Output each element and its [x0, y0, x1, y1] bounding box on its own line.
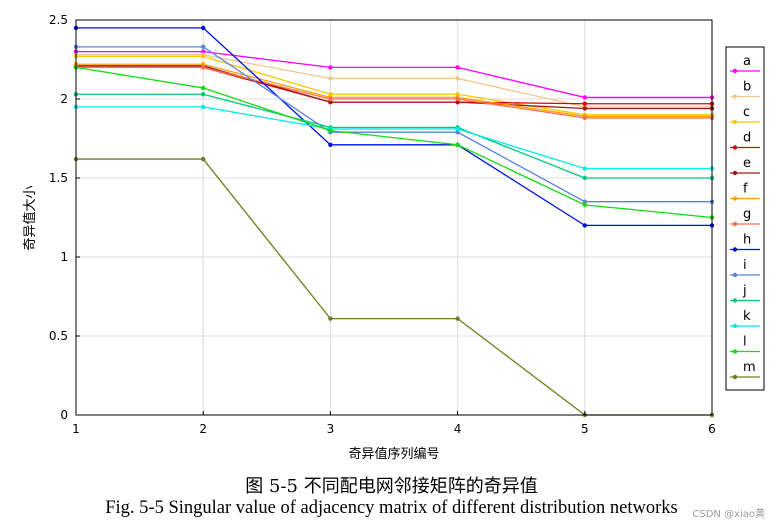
legend-marker-g: [732, 221, 738, 227]
figure-caption-english: Fig. 5-5 Singular value of adjacency mat…: [105, 498, 678, 518]
series-line-a: [76, 50, 712, 99]
figure-caption-chinese: 图 5-5 不同配电网邻接矩阵的奇异值: [245, 476, 538, 497]
x-tick-label: 2: [199, 422, 207, 436]
x-tick-label: 1: [72, 422, 80, 436]
legend-label-e: e: [743, 156, 751, 171]
data-point-g: [582, 115, 587, 121]
data-point-k: [201, 104, 206, 110]
chart: 1 2 3 4 5 6 0 0.5 1 1.5 2 2.5 奇异值序列编号 奇异值大小 abcdefg…: [22, 13, 765, 462]
data-point-e: [328, 99, 333, 105]
watermark: CSDN @xiao黄: [692, 509, 765, 520]
data-point-a: [328, 65, 333, 70]
legend-marker-j: [732, 298, 738, 303]
legend-label-h: h: [743, 233, 751, 248]
data-point-h: [328, 142, 333, 148]
data-point-b: [328, 76, 333, 81]
series-line-i: [76, 46, 712, 203]
y-tick-label: 2.5: [49, 13, 68, 27]
legend-label-f: f: [743, 182, 748, 197]
legend-label-c: c: [743, 105, 750, 120]
data-point-m: [455, 316, 460, 321]
data-point-a: [201, 49, 206, 54]
data-point-j: [201, 92, 206, 97]
x-tick-label: 6: [708, 422, 716, 436]
series-line-e: [76, 65, 712, 110]
data-point-i: [582, 199, 587, 204]
data-point-l: [455, 142, 460, 148]
series-line-c: [76, 55, 712, 116]
data-point-b: [455, 76, 460, 81]
legend-label-g: g: [743, 207, 751, 222]
legend-marker-c: [732, 119, 738, 125]
data-point-l: [328, 128, 333, 133]
y-tick-label: 2: [60, 92, 68, 106]
data-point-g: [328, 96, 333, 102]
y-tick-label: 0.5: [49, 329, 68, 343]
legend-label-m: m: [743, 360, 756, 375]
y-tick-label: 1.5: [49, 171, 68, 185]
data-point-c: [455, 92, 460, 97]
legend-label-l: l: [743, 335, 747, 350]
data-point-c: [328, 92, 333, 97]
data-point-e: [455, 99, 460, 105]
legend-marker-l: [732, 349, 738, 354]
data-point-d: [582, 101, 587, 106]
legend-marker-k: [732, 323, 738, 329]
y-axis-label: 奇异值大小: [22, 185, 38, 250]
legend-marker-f: [732, 196, 738, 201]
x-axis-label: 奇异值序列编号: [348, 446, 439, 462]
x-tick-label: 5: [581, 422, 589, 436]
series-line-b: [76, 54, 712, 108]
legend-marker-a: [732, 68, 738, 74]
data-point-h: [582, 223, 587, 228]
data-point-h: [201, 25, 206, 31]
data-point-i: [201, 44, 206, 50]
axis-ticks: 1 2 3 4 5 6 0 0.5 1 1.5 2 2.5: [49, 13, 716, 436]
legend-marker-e: [732, 170, 738, 176]
data-point-a: [582, 95, 587, 100]
data-point-j: [582, 175, 587, 181]
legend-marker-d: [732, 145, 738, 150]
legend-label-j: j: [742, 284, 747, 299]
data-point-m: [201, 156, 206, 162]
y-tick-label: 0: [60, 408, 68, 422]
x-tick-label: 4: [454, 422, 462, 436]
x-tick-label: 3: [327, 422, 335, 436]
legend-marker-b: [732, 94, 738, 99]
data-point-e: [582, 106, 587, 111]
data-point-l: [201, 85, 206, 91]
data-point-m: [328, 316, 333, 321]
legend-label-d: d: [743, 131, 751, 146]
data-point-k: [582, 166, 587, 171]
legend-label-b: b: [743, 80, 751, 95]
data-point-g: [201, 65, 206, 70]
legend-box: [725, 46, 765, 391]
data-point-f: [201, 62, 206, 67]
legend-marker-h: [732, 247, 738, 252]
legend-label-k: k: [743, 309, 751, 324]
series-line-g: [76, 66, 712, 119]
series-line-j: [76, 93, 712, 179]
legend-label-i: i: [743, 258, 747, 273]
data-point-i: [455, 129, 460, 135]
legend-label-a: a: [743, 54, 751, 69]
data-point-l: [582, 202, 587, 208]
series-line-h: [76, 27, 712, 227]
series-line-l: [75, 66, 713, 219]
data-point-k: [455, 126, 460, 132]
series-line-f: [76, 63, 712, 118]
legend-marker-m: [732, 374, 738, 380]
data-point-g: [455, 96, 460, 102]
data-point-a: [455, 65, 460, 70]
legend-marker-i: [732, 272, 738, 278]
y-tick-label: 1: [60, 250, 68, 264]
plot-background: [76, 20, 712, 415]
data-point-c: [201, 54, 206, 59]
grid: [76, 20, 712, 415]
series-line-k: [76, 106, 712, 170]
plot-frame: [75, 19, 713, 416]
